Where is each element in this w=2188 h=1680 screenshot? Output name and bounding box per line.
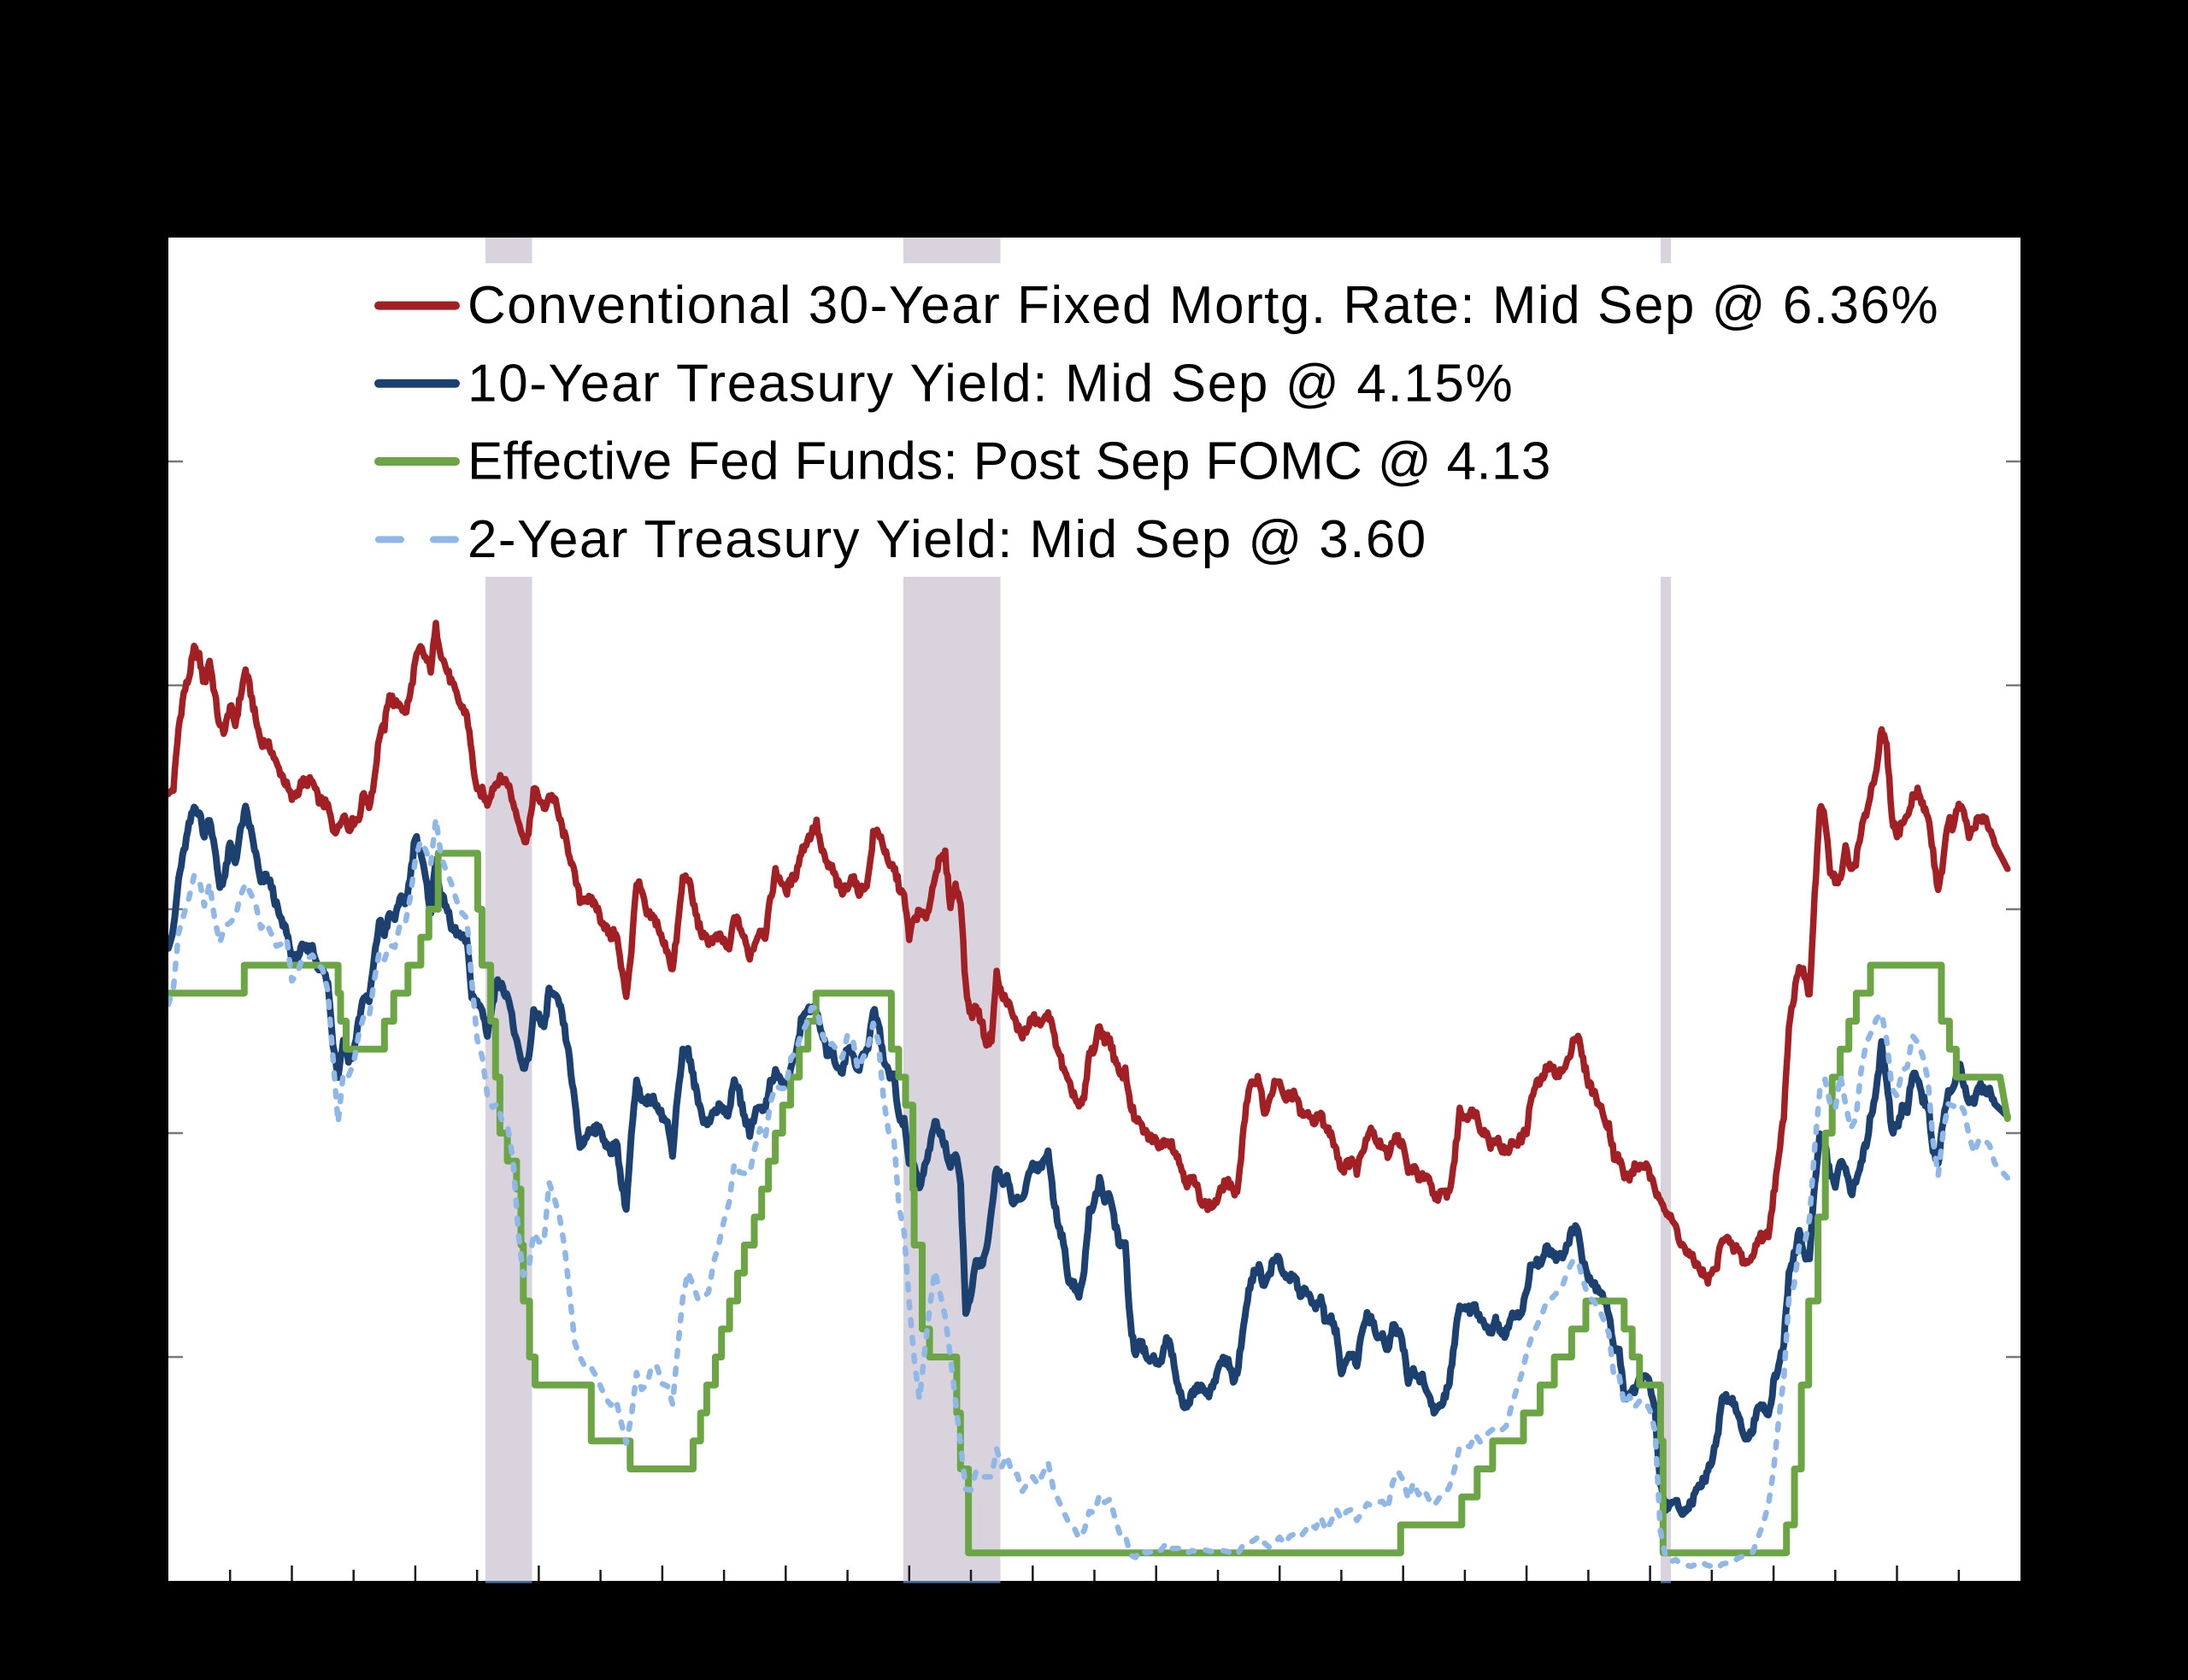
- svg-text:Conventional 30-Year Fixed Mor: Conventional 30-Year Fixed Mortg. Rate: …: [468, 276, 1939, 335]
- svg-text:10-Year Treasury Yield: Mid Se: 10-Year Treasury Yield: Mid Sep @ 4.15%: [468, 354, 1514, 413]
- svg-text:Effective Fed Funds: Post Sep: Effective Fed Funds: Post Sep FOMC @ 4.1…: [468, 432, 1551, 491]
- svg-text:2-Year Treasury Yield: Mid Sep: 2-Year Treasury Yield: Mid Sep @ 3.60: [468, 510, 1427, 569]
